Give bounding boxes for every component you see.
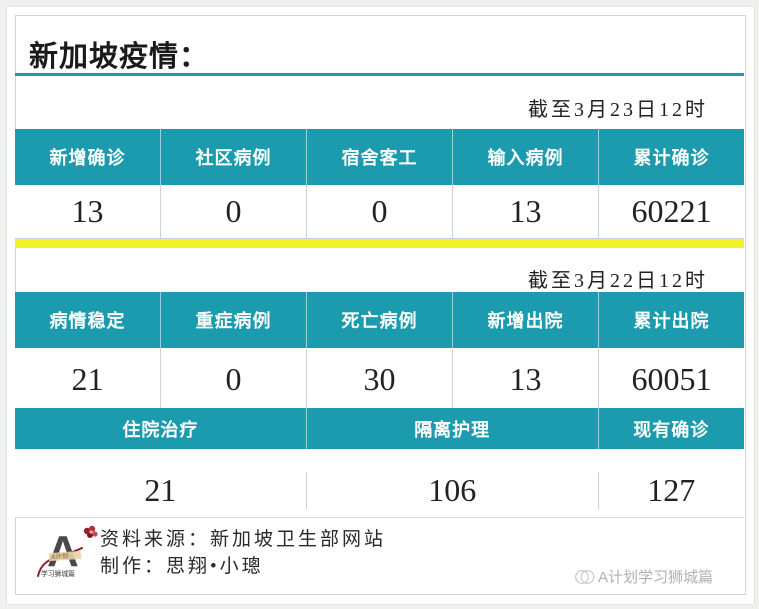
svg-text:学习狮城篇: 学习狮城篇 [41,569,75,578]
